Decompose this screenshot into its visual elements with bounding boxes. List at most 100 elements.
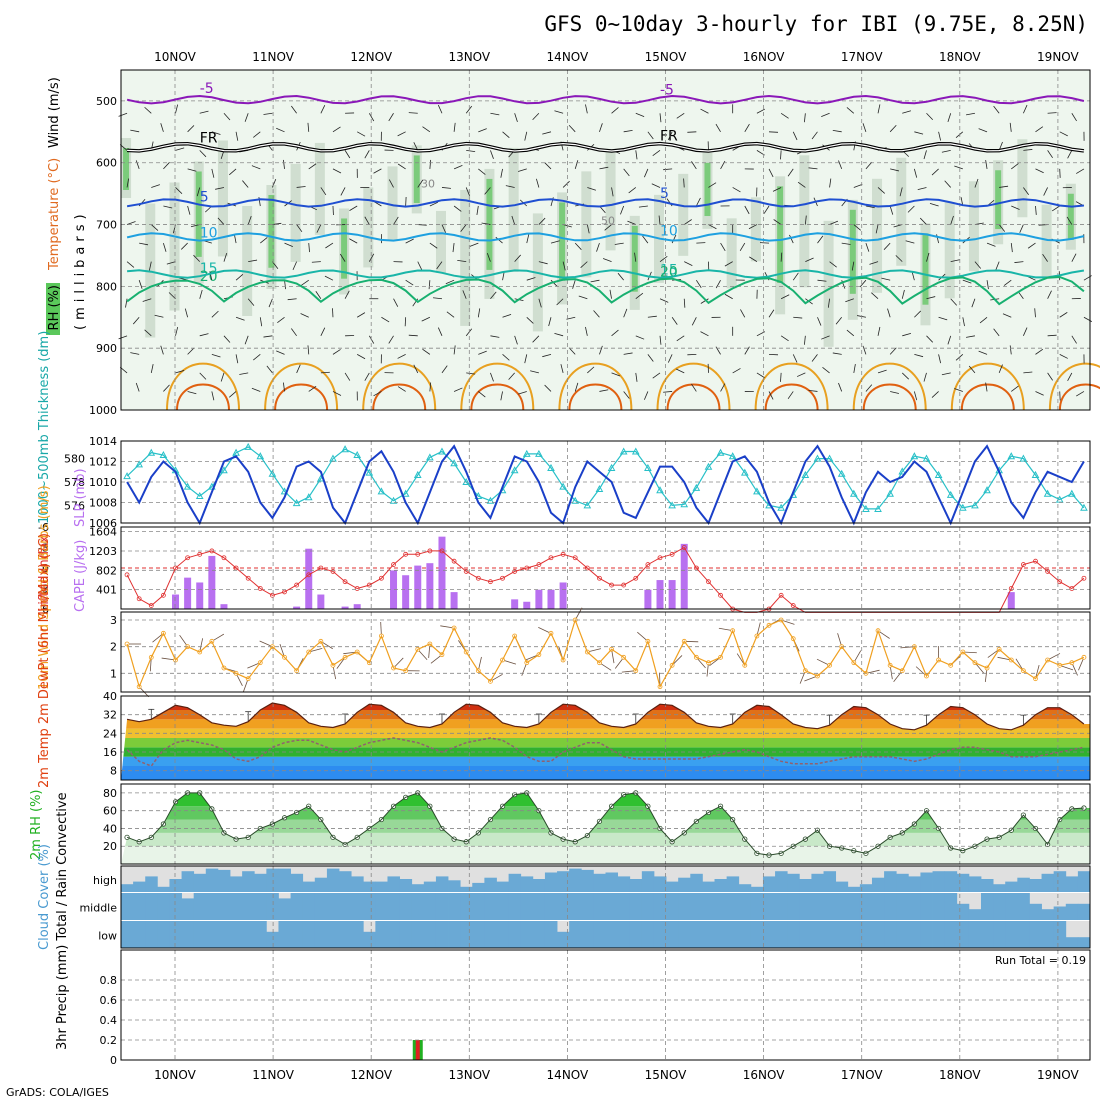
wind-barb (1009, 345, 1012, 355)
wind-barb (568, 124, 576, 133)
temp-tick-label: 40 (103, 690, 117, 703)
wind-barb (465, 187, 470, 196)
isotherm-25 (852, 362, 927, 411)
wind-barb (437, 327, 443, 336)
cape-bar (511, 599, 519, 609)
rh2m-frame (120, 783, 1091, 865)
date-label-bottom: 10NOV (154, 1068, 196, 1082)
wind-barb (890, 168, 900, 172)
wind-speed-line (126, 618, 1085, 689)
wind-barb (574, 382, 579, 392)
rh-tick-label: 80 (103, 787, 117, 800)
cape-bar (402, 575, 410, 609)
wind-barb (196, 187, 201, 197)
cape-bar (220, 604, 228, 609)
wind-barb (332, 168, 342, 174)
cloud-bar (569, 868, 582, 892)
wind-barb (175, 370, 185, 374)
date-label-top: 17NOV (841, 50, 883, 64)
wind-barb (787, 391, 794, 400)
wind-barb (993, 328, 1000, 337)
wind-barb (944, 180, 952, 188)
rh-shade (605, 150, 616, 251)
wind-barb (311, 261, 321, 263)
cloud-bar (339, 921, 352, 948)
wind-barb (913, 391, 918, 401)
wind-barb (180, 242, 188, 250)
wind-barb (805, 257, 814, 263)
rh-shade-moist (1067, 193, 1074, 240)
wind-barb (941, 372, 951, 376)
wind-barb (971, 298, 976, 308)
wind-barb (968, 365, 976, 374)
wind-barb (502, 313, 512, 318)
cloud-bar (290, 873, 304, 892)
cloud-bar (980, 893, 994, 920)
cloud-label: Cloud Cover (%) (37, 844, 52, 950)
cloud-bar (993, 884, 1006, 892)
cloud-bar (738, 884, 752, 892)
wind-barb (428, 280, 431, 290)
wind-barb (272, 222, 282, 225)
wind-barb (986, 280, 989, 290)
wind-barb (647, 131, 654, 140)
wind-barb (562, 180, 570, 188)
wind-barb (768, 391, 774, 400)
wind-barb (466, 149, 476, 153)
cloud-bar (980, 921, 994, 948)
wind-barb (550, 279, 558, 287)
cloud-bar (1017, 893, 1030, 920)
wind-barb (623, 308, 628, 318)
lifted-index-tick-label: -3 (38, 542, 49, 555)
wind-barb (914, 131, 924, 135)
cape-bar (317, 594, 325, 609)
rh-shade (896, 157, 907, 266)
wind-barb (154, 314, 164, 318)
wind10m-frame (120, 611, 1091, 693)
rh-shade (678, 173, 689, 256)
wind-barb (829, 261, 837, 268)
pressure-tick-label: 800 (96, 280, 117, 293)
cloud-bar (678, 877, 691, 892)
cloud-bar (351, 876, 364, 892)
wind-barb (796, 372, 806, 377)
cape-bar (196, 582, 204, 609)
wind-barb (417, 261, 423, 270)
wind-barb (902, 332, 912, 337)
wind-barb (373, 168, 382, 174)
left-labels: RH (%) Temperature (°C) Wind (m/s) (mill… (29, 77, 88, 1050)
thickness-point (946, 490, 955, 498)
cloud-bar (242, 921, 255, 948)
thickness-point (256, 452, 265, 460)
wind-label: Wind (m/s) (47, 77, 62, 148)
temp-band (121, 756, 1090, 766)
cloud-bar (314, 921, 328, 948)
thickness-point (135, 460, 144, 468)
wind-barb (817, 279, 827, 282)
wind-barb (865, 242, 870, 252)
wind-barb (253, 131, 261, 138)
lifted-index-point (391, 562, 396, 567)
wind-barb (1047, 112, 1057, 114)
wind-barb (614, 242, 624, 245)
cloud-bar (666, 893, 679, 920)
wind-barb (296, 224, 303, 233)
wind-barb (947, 113, 952, 122)
wind-barb (1051, 205, 1060, 212)
wind-barb (877, 104, 881, 114)
cape-bar (341, 606, 349, 609)
wind-barb (296, 186, 306, 188)
wind-barb (905, 240, 915, 244)
wind-barb (373, 391, 382, 397)
wind-barb (1047, 334, 1057, 337)
cloud-bar (775, 893, 788, 920)
wind-barb (596, 242, 600, 252)
wind-barb (1042, 253, 1048, 262)
wind-barb (175, 187, 183, 194)
cloud-bar (411, 893, 425, 920)
wind-barb (862, 123, 867, 132)
wind-barb (708, 224, 717, 230)
wind-barb (477, 308, 481, 318)
wind-barb (532, 335, 540, 343)
